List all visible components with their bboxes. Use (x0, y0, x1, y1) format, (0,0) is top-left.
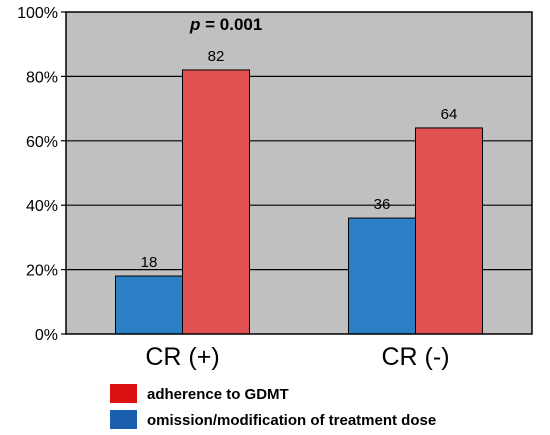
y-tick-label: 20% (26, 263, 58, 280)
p-value: = 0.001 (200, 15, 262, 34)
bars (115, 69, 483, 335)
y-tick-label: 0% (35, 327, 58, 344)
x-tick-label: CR (+) (145, 343, 219, 371)
data-label: 82 (208, 48, 225, 65)
x-axis-ticks: CR (+) CR (-) (145, 343, 449, 371)
legend-label: adherence to GDMT (147, 386, 289, 403)
p-value-annotation: p = 0.001 (189, 15, 262, 34)
data-label: 18 (141, 254, 158, 271)
p-symbol: p (189, 15, 200, 34)
x-tick-label: CR (-) (381, 343, 449, 371)
y-tick-label: 60% (26, 134, 58, 151)
data-label: 36 (374, 196, 391, 213)
data-labels: 18 82 36 64 (141, 48, 458, 271)
legend-label: omission/modification of treatment dose (147, 412, 436, 429)
data-label: 64 (441, 106, 458, 123)
bar (348, 217, 416, 335)
bar (415, 127, 483, 335)
plot-frame (65, 11, 533, 335)
y-tick-label: 100% (17, 5, 58, 22)
y-tick-label: 80% (26, 69, 58, 86)
y-axis-ticks: 0% 20% 40% 60% 80% 100% (17, 5, 66, 344)
legend: adherence to GDMT omission/modification o… (110, 384, 436, 429)
bar (182, 69, 250, 335)
legend-swatch (110, 410, 137, 429)
y-tick-label: 40% (26, 198, 58, 215)
legend-swatch (110, 384, 137, 403)
bar (115, 275, 183, 335)
